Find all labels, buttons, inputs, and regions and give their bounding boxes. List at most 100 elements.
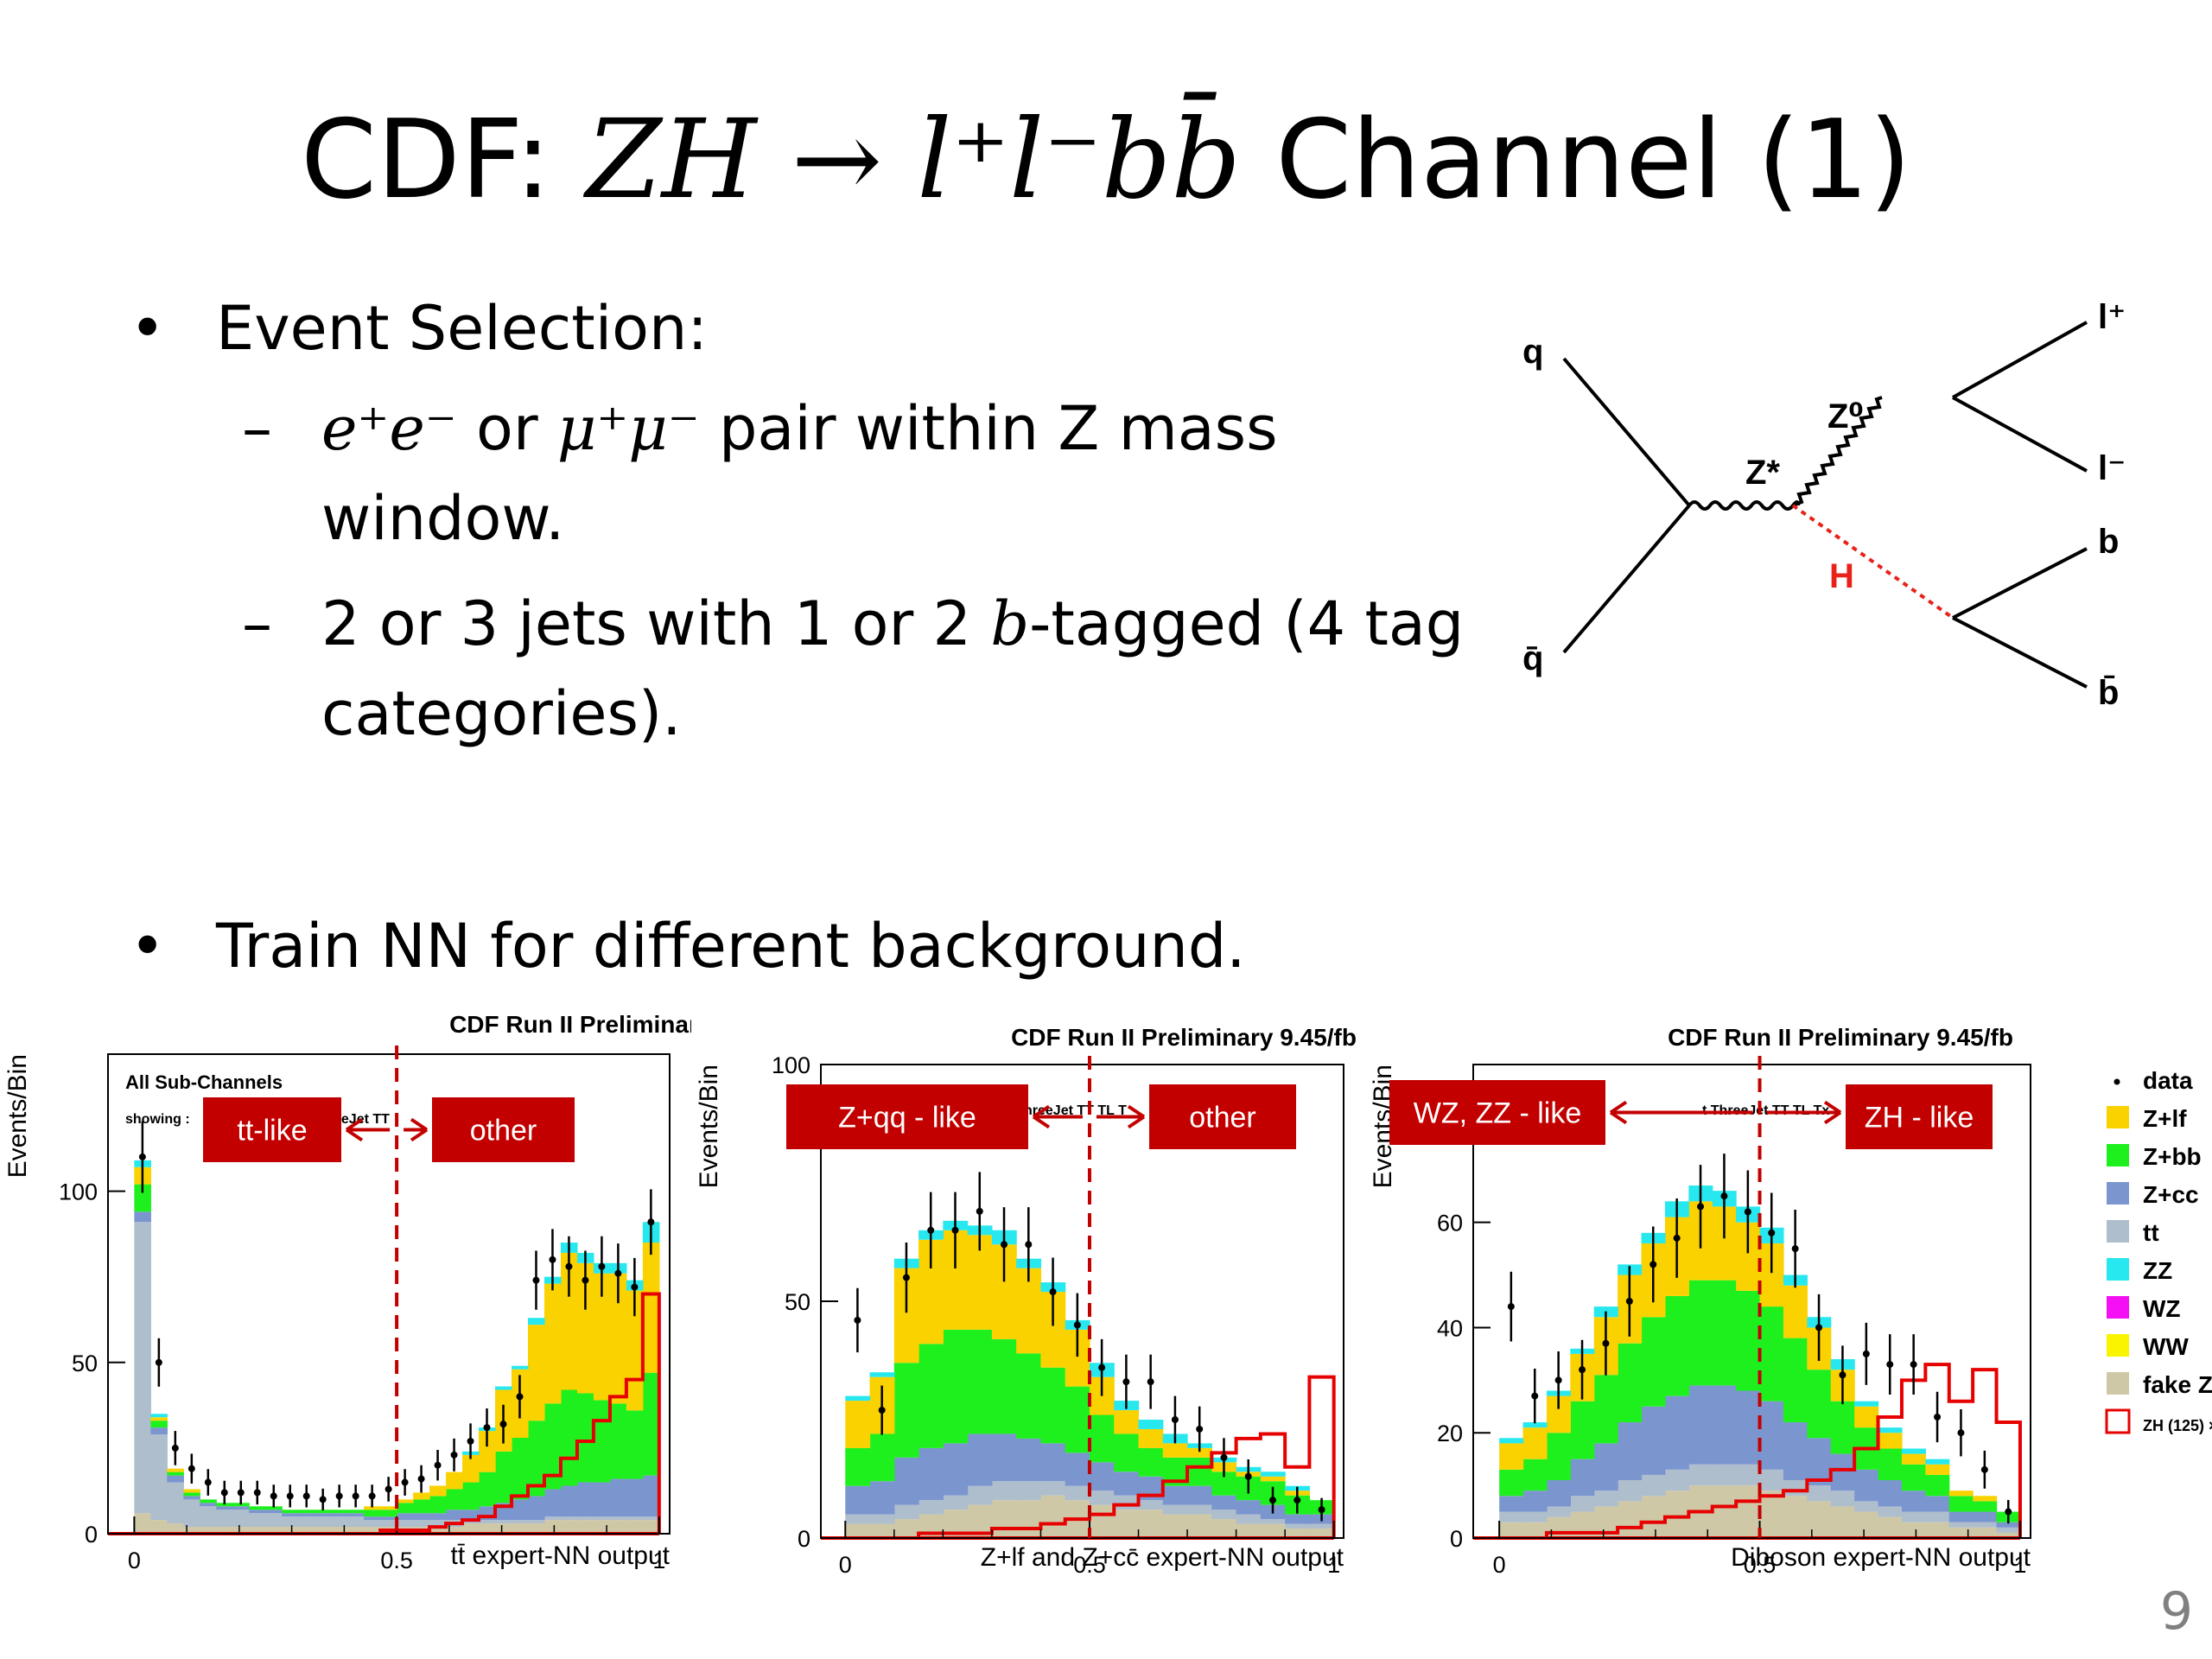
legend-marker bbox=[2107, 1334, 2129, 1357]
histogram-bar-tt bbox=[1138, 1500, 1164, 1510]
histogram-bar-zlf bbox=[1948, 1491, 1974, 1497]
x-tick-label: 0.5 bbox=[1744, 1552, 1777, 1578]
histogram-bar-zbb bbox=[511, 1438, 529, 1500]
histogram-bar-zlf bbox=[1114, 1410, 1140, 1434]
histogram-bar-zcc bbox=[462, 1510, 480, 1521]
histogram-bar-zbb bbox=[845, 1447, 871, 1486]
histogram-bar-zbb bbox=[1973, 1501, 1998, 1512]
inset-title: All Sub-Channels bbox=[125, 1071, 283, 1093]
histogram-bar-tt bbox=[845, 1514, 871, 1524]
histogram-bar-zbb bbox=[1830, 1401, 1855, 1454]
data-point bbox=[1697, 1203, 1705, 1211]
histogram-bar-zlf bbox=[167, 1468, 184, 1472]
histogram-bar-zcc bbox=[1089, 1462, 1115, 1491]
pair-text: pair within Z mass window. bbox=[321, 393, 1278, 554]
y-tick-label: 100 bbox=[772, 1052, 810, 1078]
legend-label: WZ bbox=[2143, 1295, 2181, 1322]
histogram-bar-zbb bbox=[918, 1344, 944, 1448]
data-point bbox=[614, 1269, 622, 1277]
histogram-bar-zlf bbox=[1878, 1433, 1903, 1449]
data-point bbox=[647, 1218, 655, 1226]
histogram-bar-zcc bbox=[560, 1485, 578, 1517]
bullet-text: Train NN for different background. bbox=[216, 911, 1246, 982]
or-text: or bbox=[456, 393, 557, 464]
histogram-bar-tt bbox=[134, 1222, 151, 1514]
histogram-bar-zcc bbox=[511, 1499, 529, 1521]
histogram-bar-tt bbox=[150, 1434, 168, 1521]
right-region-label: other bbox=[1189, 1102, 1256, 1135]
histogram-bar-tt bbox=[1522, 1511, 1548, 1522]
histogram-bar-zbb bbox=[462, 1482, 480, 1510]
data-point bbox=[171, 1444, 179, 1452]
y-tick-label: 20 bbox=[1437, 1421, 1463, 1446]
histogram-bar-zbb bbox=[413, 1499, 430, 1514]
histogram-bar-zz bbox=[1522, 1422, 1548, 1428]
histogram-bar-tt bbox=[1830, 1491, 1855, 1507]
histogram-bar-zbb bbox=[1593, 1375, 1618, 1444]
histogram-bar-zbb bbox=[429, 1496, 447, 1514]
histogram-bar-fakez bbox=[1925, 1522, 1950, 1538]
histogram-bar-zcc bbox=[609, 1478, 627, 1517]
data-point bbox=[1720, 1192, 1728, 1200]
histogram-bar-zbb bbox=[1138, 1447, 1164, 1477]
histogram-bar-zlf bbox=[479, 1431, 496, 1472]
histogram-bar-zcc bbox=[1114, 1471, 1140, 1496]
histogram-bar-tt bbox=[1664, 1469, 1689, 1491]
histogram-bar-zlf bbox=[1162, 1443, 1188, 1458]
lepton-plus-line bbox=[1952, 321, 2088, 399]
histogram-bar-zbb bbox=[1783, 1338, 1808, 1423]
lminus-label: l⁻ bbox=[2098, 449, 2126, 487]
histogram-bar-zbb bbox=[167, 1471, 184, 1476]
x-axis-label: tt̄ expert-NN output bbox=[451, 1541, 671, 1570]
sub-bullet-text: 2 or 3 jets with 1 or 2 b-tagged (4 tag … bbox=[321, 579, 1497, 759]
histogram-bar-zbb bbox=[1664, 1295, 1689, 1396]
histogram-bar-zcc bbox=[1712, 1385, 1737, 1465]
histogram-bar-zbb bbox=[347, 1510, 365, 1514]
histogram-bar-fakez bbox=[869, 1523, 895, 1538]
right-arrow-icon bbox=[410, 1117, 429, 1142]
data-point bbox=[1025, 1241, 1033, 1249]
histogram-bar-fakez bbox=[1736, 1485, 1761, 1538]
histogram-bar-zbb bbox=[609, 1403, 627, 1479]
bbar-quark-line bbox=[1952, 616, 2088, 689]
histogram-bar-tt bbox=[1878, 1506, 1903, 1517]
zlf-nn-plot: 0 0.5 1 0 50 100 CDF Run II Preliminary 9.45/f… bbox=[695, 1024, 1357, 1578]
x-tick-label: 0 bbox=[128, 1548, 141, 1573]
histogram-bar-fakez bbox=[1309, 1529, 1335, 1538]
histogram-bar-zcc bbox=[183, 1496, 200, 1500]
histogram-bar-zcc bbox=[991, 1433, 1017, 1482]
histogram-bar-tt bbox=[413, 1520, 430, 1528]
histogram-bar-zcc bbox=[1593, 1443, 1618, 1491]
legend-label: tt bbox=[2143, 1219, 2159, 1246]
histogram-bar-fakez bbox=[1285, 1529, 1311, 1538]
higgs-line bbox=[1791, 504, 1955, 620]
histogram-bar-zlf bbox=[1499, 1443, 1524, 1470]
histogram-bar-zcc bbox=[918, 1447, 944, 1501]
histogram-bar-fakez bbox=[845, 1523, 871, 1538]
slide-title: CDF: ZH → l⁺l⁻bb̄ Channel (1) bbox=[0, 86, 2212, 233]
histogram-bar-zcc bbox=[642, 1475, 660, 1517]
histogram-bar-fakez bbox=[1948, 1527, 1974, 1538]
histogram-bar-fakez bbox=[1546, 1516, 1571, 1538]
x-axis-label: Diboson expert-NN output bbox=[1731, 1543, 2031, 1572]
histogram-bar-zbb bbox=[495, 1451, 512, 1503]
data-point bbox=[467, 1437, 474, 1445]
data-point bbox=[549, 1255, 556, 1263]
tt-nn-plot: 0 0.5 1 0 50 100 CDF Run II Preliminary 9.45/f… bbox=[3, 1011, 691, 1573]
histogram-bar-tt bbox=[1593, 1491, 1618, 1507]
histogram-bar-fakez bbox=[1040, 1495, 1066, 1538]
diboson-nn-plot: 00.51020406080CDF Run II Preliminary 9.4… bbox=[1369, 1024, 2212, 1578]
data-point bbox=[1910, 1361, 1917, 1369]
histogram-bar-tt bbox=[1016, 1481, 1042, 1501]
data-point bbox=[878, 1407, 886, 1414]
histogram-bar-tt bbox=[943, 1495, 969, 1510]
left-region-label: Z+qq - like bbox=[838, 1102, 976, 1135]
histogram-bar-zcc bbox=[200, 1503, 217, 1507]
data-point bbox=[516, 1393, 524, 1401]
histogram-bar-tt bbox=[1546, 1506, 1571, 1517]
histogram-bar-zlf bbox=[1138, 1428, 1164, 1448]
histogram-bar-fakez bbox=[1236, 1523, 1262, 1538]
data-point bbox=[385, 1485, 392, 1493]
histogram-bar-tt bbox=[527, 1520, 545, 1524]
data-point bbox=[927, 1226, 935, 1234]
